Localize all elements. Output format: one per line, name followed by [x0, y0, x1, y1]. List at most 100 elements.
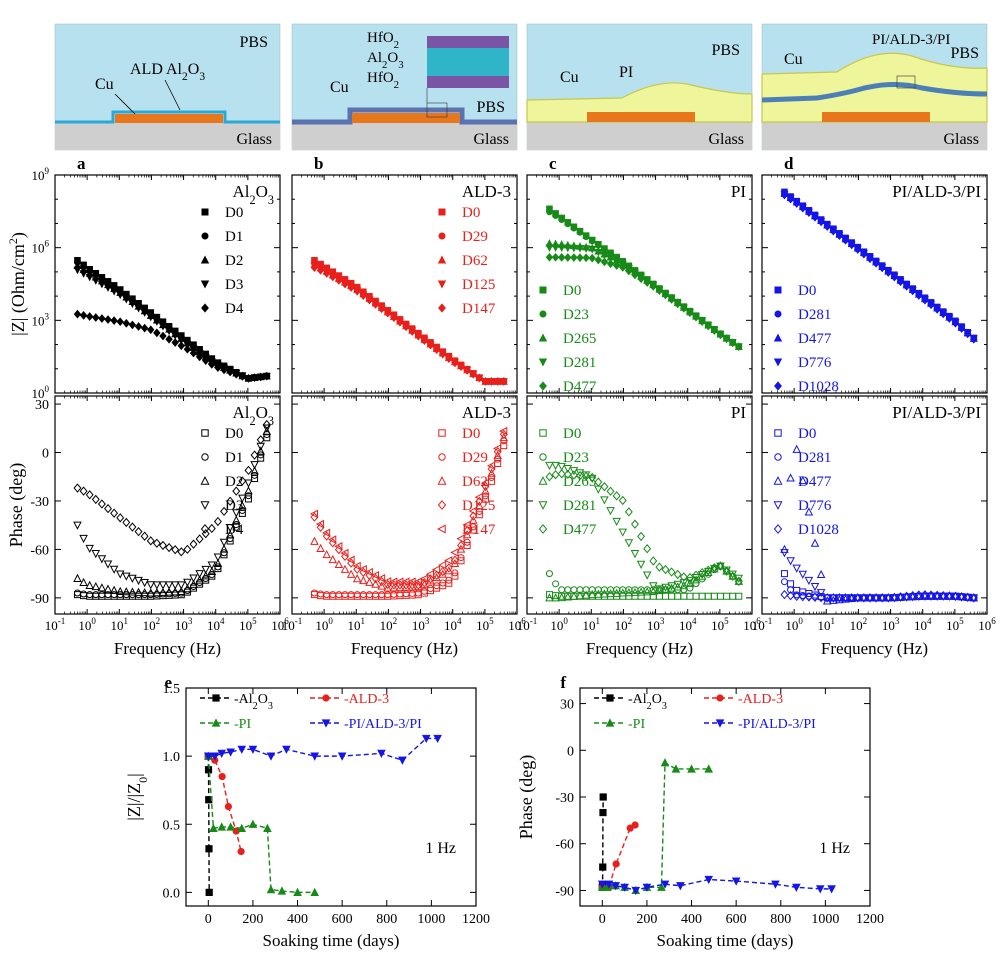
data-point	[437, 500, 447, 510]
data-point	[389, 583, 399, 592]
data-point	[945, 592, 954, 601]
data-point	[780, 589, 789, 600]
data-point	[201, 453, 209, 461]
tick-base: 10	[978, 618, 991, 633]
data-point	[686, 308, 694, 318]
tick-exp: 3	[660, 616, 665, 626]
plot-frame	[291, 174, 518, 394]
x-tick-label: 200	[636, 912, 657, 927]
data-point	[588, 245, 597, 254]
data-point	[146, 536, 155, 546]
data-point	[829, 593, 838, 603]
data-point	[704, 764, 714, 773]
data-point	[685, 577, 695, 586]
data-point	[164, 587, 174, 596]
data-point	[728, 338, 737, 348]
data-point	[200, 476, 210, 485]
legend-entry: D0	[462, 205, 480, 221]
data-point	[698, 317, 706, 326]
data-point	[822, 594, 832, 603]
data-point	[202, 356, 210, 366]
data-point	[146, 581, 156, 590]
data-point	[538, 358, 548, 367]
data-point	[244, 479, 253, 488]
data-point	[588, 472, 597, 483]
data-point	[383, 579, 392, 590]
data-point	[85, 490, 94, 500]
data-point	[594, 255, 603, 265]
plot-frame	[526, 174, 753, 394]
data-point	[402, 590, 410, 598]
data-point	[200, 501, 210, 510]
data-point	[402, 580, 411, 590]
panel-title: ALD-3	[462, 403, 511, 422]
data-point	[698, 567, 707, 578]
x-tick-label: 400	[681, 912, 702, 927]
data-point	[787, 580, 795, 588]
legend-entry: D477	[798, 474, 832, 490]
data-point	[207, 561, 217, 570]
data-point	[618, 528, 628, 537]
x-tick-label: 600	[726, 912, 747, 927]
copper-electrode	[115, 114, 223, 123]
y-tick-label: 0.0	[163, 886, 181, 901]
data-point	[79, 534, 88, 544]
label-part: |	[124, 773, 144, 777]
pbs-label: PBS	[477, 99, 505, 116]
data-point	[170, 581, 180, 590]
data-point	[829, 594, 838, 603]
x-tick-label: 105	[239, 616, 257, 633]
data-point	[552, 580, 560, 588]
data-point	[109, 585, 119, 594]
data-point	[538, 333, 548, 342]
data-point	[414, 589, 422, 597]
plot-frame	[54, 174, 281, 394]
data-point	[316, 543, 325, 552]
data-point	[316, 522, 325, 532]
data-point	[250, 373, 259, 382]
data-point	[569, 591, 579, 600]
data-point	[545, 472, 554, 482]
data-point	[329, 591, 337, 599]
x-tick-label: 1000	[811, 912, 839, 927]
data-point	[636, 587, 646, 596]
data-point	[625, 266, 633, 276]
legend-entry: D4	[225, 522, 244, 538]
x-tick-label: 800	[376, 912, 397, 927]
label-part: |Z| (Ohm/cm	[8, 244, 29, 336]
series-line	[602, 878, 832, 892]
data-point	[183, 584, 192, 593]
data-point	[877, 594, 887, 603]
data-point	[786, 590, 795, 601]
x-tick-label: 101	[111, 616, 128, 633]
stack-label: PI/ALD-3/PI	[872, 32, 950, 48]
data-point	[481, 377, 490, 386]
data-point	[183, 544, 192, 555]
data-point	[908, 590, 917, 601]
label-part: -Al	[234, 692, 253, 707]
data-point	[594, 589, 603, 598]
series-group	[73, 257, 271, 383]
x-tick-label: 106	[978, 616, 996, 633]
legend-entry: D0	[798, 426, 816, 442]
data-point	[204, 752, 213, 761]
y-axis-label-magnitude: |Z| (Ohm/cm2)	[6, 232, 29, 336]
data-point	[661, 584, 670, 593]
tick-exp: -1	[530, 616, 538, 626]
y-tick-label: 100	[32, 384, 50, 401]
x-tick-label: 10-1	[282, 616, 303, 633]
data-point	[165, 334, 173, 344]
tick-base: 10	[380, 618, 393, 633]
data-point	[611, 882, 620, 891]
data-point	[195, 352, 204, 362]
label-part: 0	[136, 777, 150, 783]
data-point	[438, 453, 446, 461]
data-point	[377, 304, 386, 314]
data-point	[969, 594, 979, 603]
data-point	[921, 295, 929, 305]
data-point	[109, 565, 119, 574]
pbs-label: PBS	[712, 42, 740, 59]
data-point	[915, 291, 923, 300]
